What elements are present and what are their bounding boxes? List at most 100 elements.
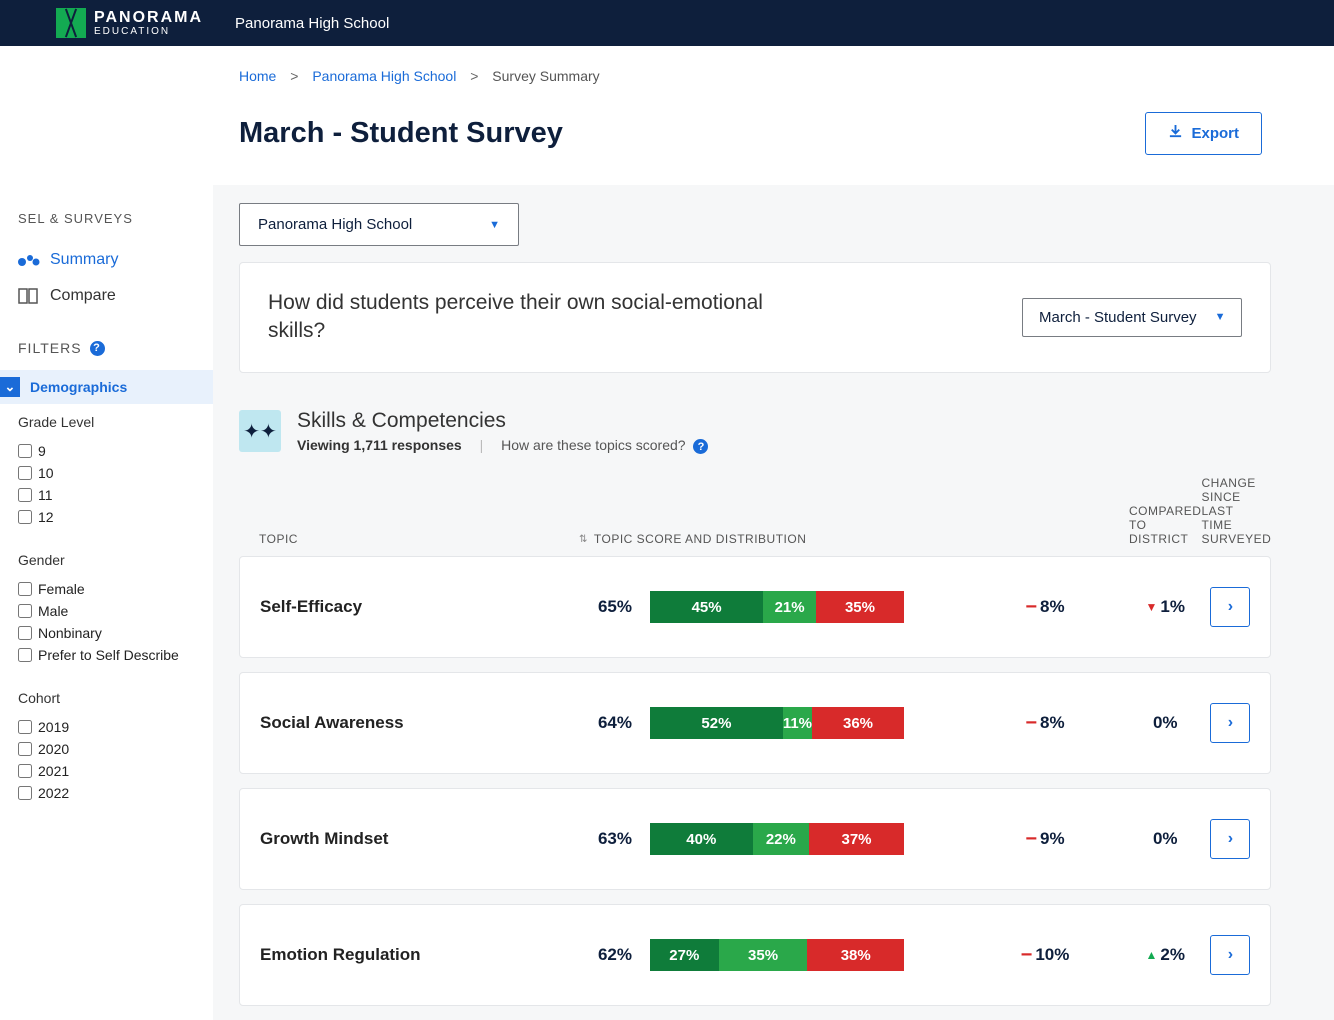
checkbox[interactable] [18,742,32,756]
distribution-segment: 35% [816,591,904,623]
filter-demographics: ⌄ Demographics Grade Level 9 10 11 12 Gende… [0,370,213,818]
checkbox[interactable] [18,720,32,734]
skills-subtitle: Viewing 1,711 responses | How are these … [297,437,708,455]
distribution-segment: 52% [650,707,783,739]
distribution-bar: 27%35%38% [650,939,904,971]
logo[interactable]: PANORAMA EDUCATION [56,8,203,38]
topbar-school-name: Panorama High School [235,15,389,32]
sidebar-compare-label: Compare [50,287,116,305]
topic-row[interactable]: Self-Efficacy65%45%21%35%−8%▼1%› [239,556,1271,658]
sidebar-item-compare[interactable]: Compare [18,278,213,314]
filter-group-gender: Gender Female Male Nonbinary Prefer to Self… [0,542,213,680]
filter-option[interactable]: 12 [18,506,213,528]
filter-grade-title: Grade Level [18,414,213,430]
topic-row[interactable]: Growth Mindset63%40%22%37%−9%0%› [239,788,1271,890]
checkbox[interactable] [18,626,32,640]
filter-option-label: Female [38,581,85,597]
breadcrumb: Home > Panorama High School > Survey Sum… [239,68,1334,84]
filter-option-label: 2020 [38,741,69,757]
checkbox[interactable] [18,604,32,618]
filter-option[interactable]: Nonbinary [18,622,213,644]
checkbox[interactable] [18,466,32,480]
caret-down-icon: ▼ [489,219,500,231]
question-text: How did students perceive their own soci… [268,289,788,346]
caret-down-icon: ▼ [1215,311,1226,323]
topbar: PANORAMA EDUCATION Panorama High School [0,0,1334,46]
download-icon [1168,124,1183,143]
filter-option[interactable]: 10 [18,462,213,484]
page-title: March - Student Survey [239,117,563,150]
topic-name: Self-Efficacy [260,597,580,617]
table-header: TOPIC ⇅ TOPIC SCORE AND DISTRIBUTION COM… [239,476,1271,556]
checkbox[interactable] [18,582,32,596]
checkbox[interactable] [18,444,32,458]
distribution-segment: 11% [783,707,812,739]
breadcrumb-current: Survey Summary [492,68,599,84]
col-score[interactable]: ⇅ TOPIC SCORE AND DISTRIBUTION [579,532,959,546]
checkbox[interactable] [18,510,32,524]
filter-option[interactable]: 11 [18,484,213,506]
help-icon[interactable]: ? [90,341,105,356]
topic-row[interactable]: Emotion Regulation62%27%35%38%−10%▲2%› [239,904,1271,1006]
filter-option[interactable]: 2020 [18,738,213,760]
filter-option[interactable]: 9 [18,440,213,462]
filter-option[interactable]: 2019 [18,716,213,738]
checkbox[interactable] [18,488,32,502]
compare-icon [18,288,40,304]
filter-option-label: 2022 [38,785,69,801]
breadcrumb-school[interactable]: Panorama High School [312,68,456,84]
skills-header: ✦✦ Skills & Competencies Viewing 1,711 r… [239,409,1271,455]
chevron-right-icon[interactable]: › [1210,703,1250,743]
filter-option[interactable]: 2022 [18,782,213,804]
topic-score: 63% [580,829,650,849]
distribution-segment: 36% [812,707,904,739]
school-dropdown-value: Panorama High School [258,216,412,233]
filter-demographics-header[interactable]: ⌄ Demographics [0,370,213,404]
filter-group-grade: Grade Level 9 10 11 12 [0,404,213,542]
chevron-right-icon[interactable]: › [1210,587,1250,627]
school-dropdown[interactable]: Panorama High School ▼ [239,203,519,246]
filter-option-label: 2019 [38,719,69,735]
distribution-segment: 38% [807,939,904,971]
help-icon[interactable]: ? [693,439,708,454]
filter-group-cohort: Cohort 2019202020212022 [0,680,213,818]
compare-value: −8% [960,713,1130,733]
scored-link[interactable]: How are these topics scored? [501,437,685,453]
filter-option-label: Nonbinary [38,625,102,641]
sidebar-section-label: SEL & SURVEYS [18,211,213,226]
distribution-segment: 27% [650,939,719,971]
summary-icon [18,252,40,268]
topic-row[interactable]: Social Awareness64%52%11%36% −8%0% › [239,672,1271,774]
filter-option-label: 9 [38,443,46,459]
filter-option[interactable]: 2021 [18,760,213,782]
topic-score: 62% [580,945,650,965]
distribution-bar: 52%11%36% [650,707,904,739]
topic-name: Social Awareness [260,713,580,733]
chevron-right-icon[interactable]: › [1210,819,1250,859]
sidebar-item-summary[interactable]: Summary [18,242,213,278]
filter-option[interactable]: Female [18,578,213,600]
checkbox[interactable] [18,786,32,800]
change-value: 0% [1130,713,1200,733]
filter-gender-title: Gender [18,552,213,568]
survey-dropdown[interactable]: March - Student Survey ▼ [1022,298,1242,337]
distribution-segment: 45% [650,591,763,623]
export-button[interactable]: Export [1145,112,1262,155]
topic-score: 64% [580,713,650,733]
content: SEL & SURVEYS Summary Compare FILTERS ? … [0,185,1334,1020]
change-value: ▲2% [1130,945,1200,965]
filter-option-label: 12 [38,509,54,525]
export-label: Export [1191,125,1239,142]
topic-name: Growth Mindset [260,829,580,849]
breadcrumb-home[interactable]: Home [239,68,276,84]
filter-option-label: Male [38,603,68,619]
chevron-right-icon[interactable]: › [1210,935,1250,975]
distribution-segment: 37% [809,823,904,855]
checkbox[interactable] [18,764,32,778]
checkbox[interactable] [18,648,32,662]
response-count: Viewing 1,711 responses [297,437,462,453]
filter-option[interactable]: Prefer to Self Describe [18,644,213,666]
stars-icon: ✦✦ [239,410,281,452]
filter-option-label: 10 [38,465,54,481]
filter-option[interactable]: Male [18,600,213,622]
